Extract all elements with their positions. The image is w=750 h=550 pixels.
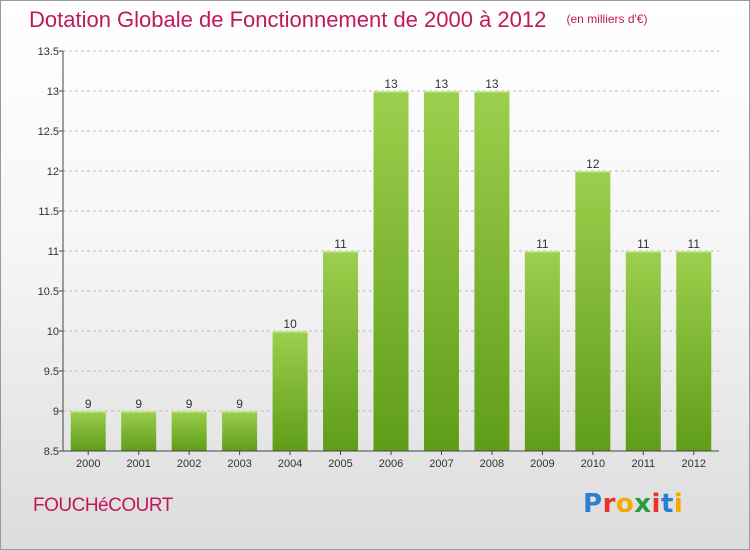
commune-name: FOUCHéCOURT [33,495,173,516]
bar [625,251,661,451]
y-tick-label: 12.5 [38,126,59,138]
logo-letter: x [634,489,652,519]
bar-data-label: 9 [135,397,142,411]
y-tick-label: 12 [47,166,59,178]
x-tick-label: 2010 [581,458,605,470]
x-tick-label: 2012 [682,458,706,470]
logo-letter: i [651,489,661,519]
bar [222,411,258,451]
bar [423,91,459,451]
axis-layer: 8.5 9 9.5 10 10.5 11 11.5 12 12.5 13 13.5 2000 2001 2… [38,46,719,470]
chart-title-text: Dotation Globale de Fonctionnement de 20… [29,7,547,32]
logo-letter: o [615,489,635,519]
y-tick-label: 10 [47,326,59,338]
bar-data-label: 12 [586,157,600,171]
bar-highlight [373,91,409,93]
y-tick-label: 11 [48,246,59,258]
bar-highlight [676,251,712,253]
x-tick-label: 2001 [126,458,150,470]
bar [171,411,207,451]
bar-highlight [70,411,106,413]
bar [373,91,409,451]
y-tick-label: 13.5 [38,46,59,58]
y-tick-label: 13 [47,86,59,98]
bar [524,251,560,451]
bar-data-label: 13 [435,77,449,91]
bar-highlight [474,91,510,93]
bar-highlight [272,331,308,333]
y-tick-label: 9 [53,406,59,418]
bar-highlight [171,411,207,413]
bar-data-label: 9 [236,397,243,411]
bar [70,411,106,451]
x-tick-label: 2011 [631,458,655,470]
bar [323,251,359,451]
bar-data-label: 11 [536,237,549,251]
x-tick-label: 2004 [278,458,302,470]
bar-data-label: 9 [85,397,92,411]
bar-highlight [222,411,258,413]
bar-data-label: 13 [485,77,499,91]
bar-data-label: 10 [283,317,297,331]
logo-letter: r [602,489,616,519]
bar-highlight [323,251,359,253]
bar-layer: 9 9 9 9 10 11 13 13 13 11 12 11 11 [70,77,712,451]
bar-highlight [524,251,560,253]
x-tick-label: 2002 [177,458,201,470]
bar-data-label: 11 [334,237,347,251]
y-tick-label: 11.5 [38,206,59,218]
chart-title: Dotation Globale de Fonctionnement de 20… [29,7,648,33]
bar-data-label: 9 [186,397,193,411]
y-tick-label: 9.5 [44,366,59,378]
bar-highlight [625,251,661,253]
x-tick-label: 2009 [530,458,554,470]
bar-highlight [575,171,611,173]
y-tick-label: 10.5 [38,286,59,298]
bar [121,411,157,451]
x-tick-label: 2003 [227,458,251,470]
x-tick-label: 2008 [480,458,504,470]
x-tick-label: 2007 [429,458,453,470]
x-tick-label: 2005 [328,458,352,470]
x-tick-label: 2006 [379,458,403,470]
proxiti-logo[interactable]: Proxiti [583,489,683,519]
bar [575,171,611,451]
logo-letter: i [673,489,684,519]
bar-highlight [121,411,157,413]
bar [272,331,308,451]
bar [474,91,510,451]
bar-data-label: 13 [384,77,398,91]
bar [676,251,712,451]
logo-letter: P [583,489,603,519]
x-tick-label: 2000 [76,458,100,470]
chart-unit: (en milliers d'€) [566,12,648,26]
bar-data-label: 11 [637,237,650,251]
logo-letter: t [660,489,674,519]
y-tick-label: 8.5 [44,446,59,458]
bar-highlight [423,91,459,93]
bar-data-label: 11 [688,237,701,251]
